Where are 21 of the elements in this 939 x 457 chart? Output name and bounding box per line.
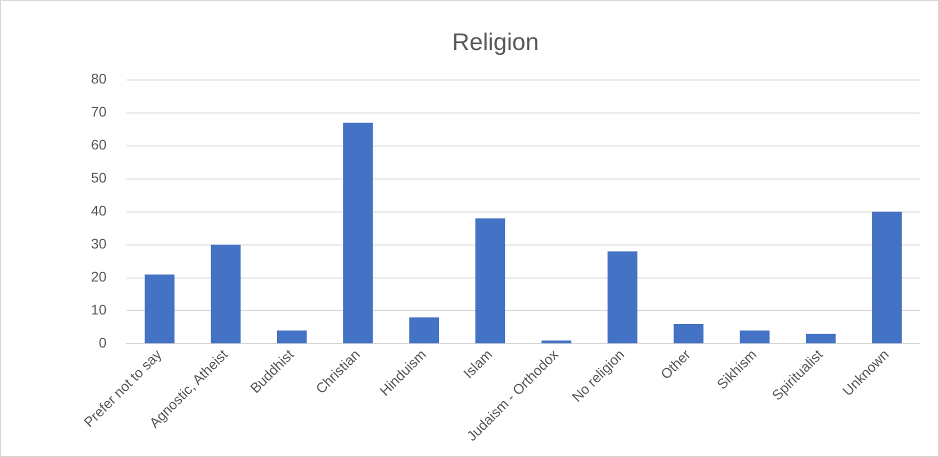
y-tick-label: 20 <box>90 268 107 285</box>
bar <box>210 244 241 344</box>
bar <box>475 218 506 344</box>
chart-title: Religion <box>452 29 539 56</box>
y-tick-label: 40 <box>90 202 107 219</box>
bar <box>608 251 638 344</box>
bar <box>343 122 373 344</box>
bar <box>740 330 770 344</box>
y-tick-label: 70 <box>90 104 107 120</box>
bar <box>872 212 902 344</box>
bar <box>806 334 836 344</box>
y-tick-label: 30 <box>90 236 107 252</box>
bar <box>674 324 704 344</box>
bar <box>276 330 307 344</box>
y-tick-label: 10 <box>90 302 107 318</box>
y-tick-label: 80 <box>90 70 107 87</box>
y-tick-label: 50 <box>90 170 107 186</box>
y-tick-label: 0 <box>98 334 107 351</box>
bar <box>144 274 175 344</box>
y-tick-label: 60 <box>90 136 107 153</box>
bar <box>409 317 439 344</box>
